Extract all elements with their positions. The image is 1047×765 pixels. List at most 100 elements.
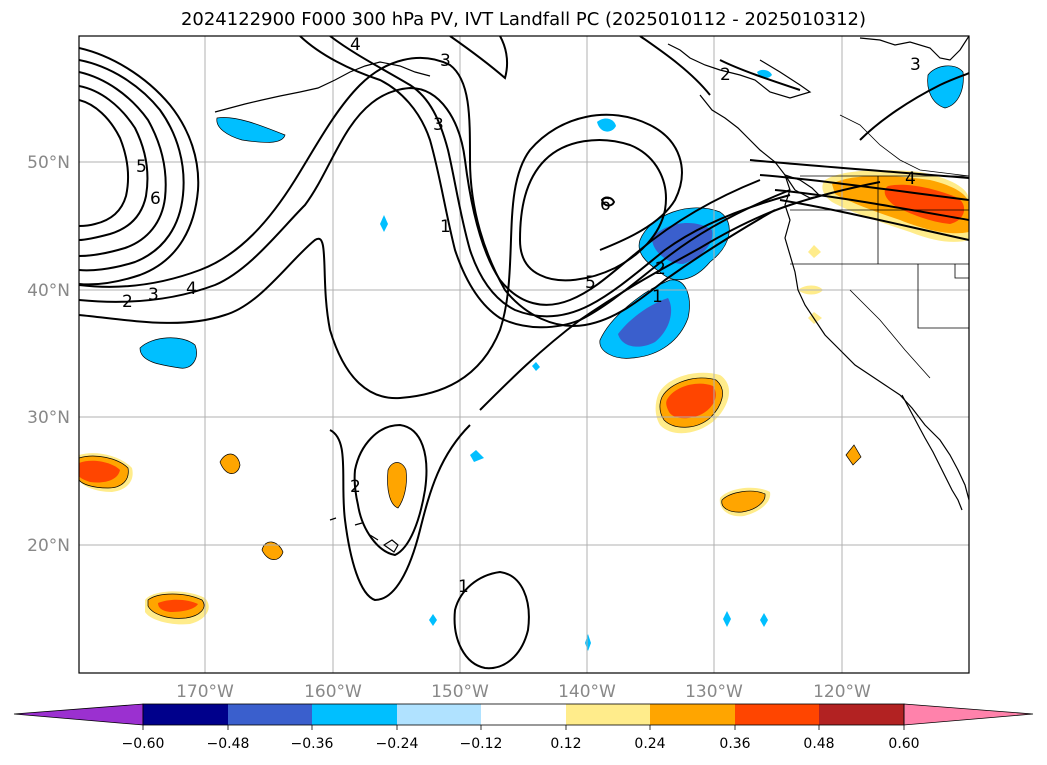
longitude-labels: 170°W 160°W 150°W 140°W 130°W 120°W xyxy=(176,682,871,702)
contour-label: 6 xyxy=(150,189,161,209)
contour-pv-1-south xyxy=(479,181,881,411)
negative-anomaly-small-4 xyxy=(470,450,484,462)
contour-labels: 5 6 2 3 4 3 4 3 1 2 5 6 2 1 4 1 2 3 xyxy=(122,36,921,597)
coastlines xyxy=(214,36,969,553)
lat-label-20n: 20°N xyxy=(27,536,70,556)
contour-pv-2-loop xyxy=(353,423,428,557)
contour-pv-coast-1 xyxy=(639,36,711,96)
contour-pv-6-western xyxy=(79,99,129,227)
contour-label: 6 xyxy=(600,195,611,215)
lon-label-140w: 140°W xyxy=(558,682,616,702)
lat-label-40n: 40°N xyxy=(27,281,70,301)
contour-label: 2 xyxy=(122,292,133,312)
contour-pv-2-long xyxy=(79,113,683,400)
colorbar-tick-label: 0.12 xyxy=(550,736,581,752)
negative-anomaly-offshore-north-core xyxy=(652,223,713,264)
shaded-anomalies xyxy=(79,65,969,651)
negative-anomaly-offshore-south-core xyxy=(618,298,672,347)
negative-anomaly-small-9 xyxy=(532,362,540,371)
plot-frame xyxy=(78,35,970,674)
contour-label: 2 xyxy=(350,477,361,497)
lon-label-170w: 170°W xyxy=(176,682,234,702)
colorbar-bin xyxy=(397,704,481,725)
contour-label: 3 xyxy=(148,285,159,305)
contour-pv-2-south xyxy=(329,424,471,602)
contour-pv-4-western xyxy=(79,71,167,257)
hawaiian-islands xyxy=(329,517,399,553)
aleutian-islands xyxy=(214,61,431,113)
contour-pv-jet-2 xyxy=(759,174,969,201)
lat-label-50n: 50°N xyxy=(27,153,70,173)
positive-anomaly-west-edge-core xyxy=(79,460,120,483)
negative-anomaly-aleutians xyxy=(216,117,286,143)
lon-label-150w: 150°W xyxy=(431,682,489,702)
contour-label: 3 xyxy=(440,51,451,71)
negative-anomaly-west xyxy=(139,337,197,369)
positive-anomaly-subtropics-core xyxy=(666,383,716,419)
positive-anomaly-south-west-core xyxy=(158,599,198,612)
contour-label: 1 xyxy=(458,577,469,597)
contour-label: 1 xyxy=(652,287,663,307)
negative-anomaly-small-6 xyxy=(723,611,731,627)
contour-pv-jet-4 xyxy=(779,199,969,241)
contour-pv-1-loop xyxy=(453,570,530,670)
colorbar-tick-label: −0.48 xyxy=(207,736,250,752)
colorbar: −0.60 −0.48 −0.36 −0.24 −0.12 0.12 0.24 … xyxy=(13,703,1034,752)
coastline-north-america xyxy=(667,36,969,501)
lat-label-30n: 30°N xyxy=(27,408,70,428)
contour-pv-jet-1 xyxy=(749,159,969,179)
contour-pv-1-north xyxy=(79,57,776,327)
colorbar-frame xyxy=(142,703,905,726)
colorbar-bin xyxy=(566,704,650,725)
colorbar-tick-label: −0.24 xyxy=(376,736,419,752)
contour-pv-ne xyxy=(859,72,969,141)
contour-pv-4-north xyxy=(299,36,791,329)
colorbar-bin xyxy=(228,704,312,725)
contour-pv-5-north xyxy=(329,36,791,318)
colorbar-tick-label: −0.36 xyxy=(291,736,334,752)
contour-label: 3 xyxy=(910,55,921,75)
contour-label: 3 xyxy=(433,115,444,135)
lon-label-120w: 120°W xyxy=(813,682,871,702)
colorbar-bin xyxy=(819,704,904,725)
coastline-baja xyxy=(901,394,963,511)
colorbar-tick-label: 0.24 xyxy=(634,736,665,752)
negative-anomaly-small-7 xyxy=(760,613,768,627)
contour-pv-north-top xyxy=(449,36,509,80)
contour-label: 4 xyxy=(905,169,916,189)
negative-anomaly-small-1 xyxy=(597,118,616,132)
contour-label: 2 xyxy=(655,259,666,279)
contour-pv-0-inner xyxy=(600,196,616,207)
lon-label-160w: 160°W xyxy=(304,682,362,702)
colorbar-tick-label: −0.12 xyxy=(460,736,503,752)
colorbar-bin xyxy=(143,704,228,725)
colorbar-bin xyxy=(481,704,566,725)
lon-label-130w: 130°W xyxy=(685,682,743,702)
colorbar-bin xyxy=(735,704,819,725)
positive-anomaly-small-3 xyxy=(845,444,862,466)
colorbar-ticks xyxy=(142,725,905,730)
contour-label: 1 xyxy=(440,217,451,237)
negative-anomaly-small-3 xyxy=(380,215,388,232)
positive-anomaly-small-1 xyxy=(261,541,284,560)
contour-pv-jet-3 xyxy=(774,189,969,221)
positive-anomaly-pnw-coast-core xyxy=(884,184,965,224)
positive-anomaly-hawaii xyxy=(387,462,407,509)
colorbar-extend-right xyxy=(903,703,1034,726)
contour-pv-cutoff-low xyxy=(518,139,667,282)
contour-pv-3-long xyxy=(79,86,761,306)
pv-contours xyxy=(79,36,969,670)
colorbar-bin xyxy=(312,704,397,725)
plot-area xyxy=(79,36,969,673)
contour-label: 2 xyxy=(720,65,731,85)
positive-anomaly-east-subtropics-mid xyxy=(721,490,766,513)
colorbar-extend-left xyxy=(13,703,144,726)
colorbar-tick-label: 0.48 xyxy=(803,736,834,752)
map-title: 2024122900 F000 300 hPa PV, IVT Landfall… xyxy=(180,9,867,30)
positive-anomaly-small-2 xyxy=(219,453,241,474)
contour-pv-3-western xyxy=(79,59,185,272)
contour-pv-coast-2 xyxy=(719,59,801,91)
negative-anomaly-small-8 xyxy=(429,614,437,626)
contour-pv-5-western xyxy=(79,85,149,241)
